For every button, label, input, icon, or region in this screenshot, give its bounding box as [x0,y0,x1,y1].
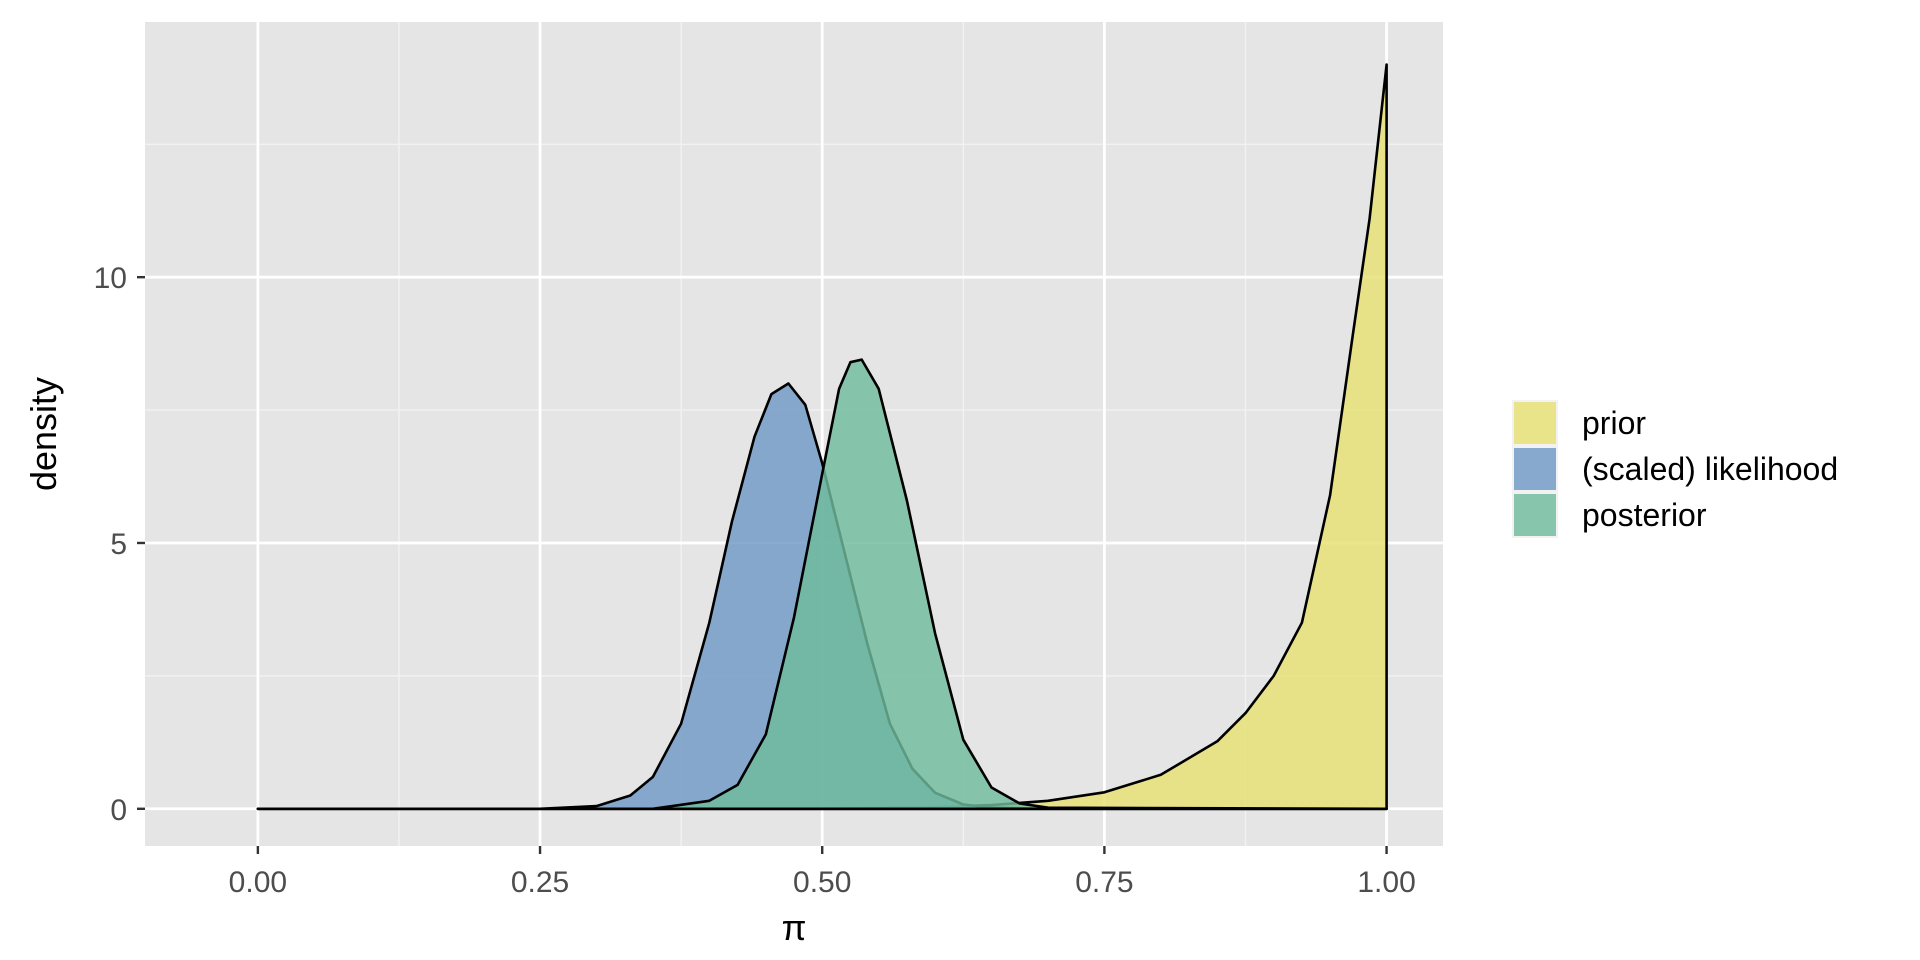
legend-key-swatch [1514,448,1556,490]
legend-label: (scaled) likelihood [1582,451,1838,487]
y-tick-label: 5 [110,528,127,561]
x-tick-label: 0.00 [229,866,287,899]
x-tick-label: 0.75 [1075,866,1133,899]
x-tick-label: 0.50 [793,866,851,899]
x-tick-label: 1.00 [1357,866,1415,899]
x-axis-title: π [782,907,807,948]
legend-key-swatch [1514,402,1556,444]
area-posterior [256,358,1388,811]
legend-label: prior [1582,405,1646,441]
legend-label: posterior [1582,497,1707,533]
x-tick-label: 0.25 [511,866,569,899]
density-areas [256,63,1388,811]
y-axis-title: density [23,377,64,491]
y-tick-label: 10 [94,262,127,295]
y-tick-label: 0 [110,794,127,827]
axes: 0.00 0.25 0.50 0.75 1.00 0 5 10 [94,262,1416,899]
legend: prior (scaled) likelihood posterior [1512,400,1838,538]
legend-key-swatch [1514,494,1556,536]
